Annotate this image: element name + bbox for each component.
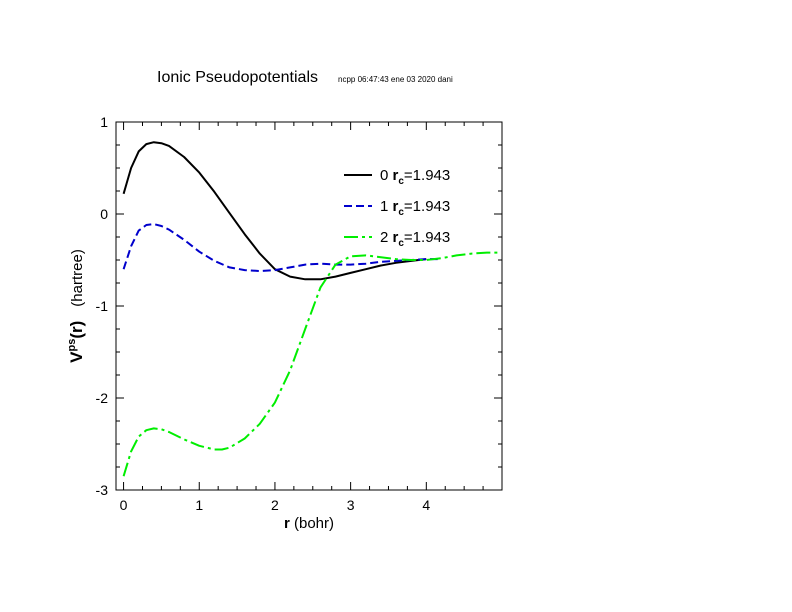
legend-label-0: 0 rc=1.943 — [380, 167, 450, 187]
x-axis-label: r (bohr) — [284, 515, 334, 532]
y-tick-label: -3 — [96, 482, 109, 498]
legend-label-1: 1 rc=1.943 — [380, 198, 450, 218]
x-tick-label: 4 — [422, 497, 430, 513]
legend: 0 rc=1.943 1 rc=1.943 2 rc=1.943 — [344, 167, 450, 249]
series-0-line — [122, 141, 427, 281]
chart-subtitle: ncpp 06:47:43 ene 03 2020 dani — [338, 75, 453, 84]
x-tick-label: 0 — [120, 497, 128, 513]
y-axis-label: Vps(r)(hartree) — [66, 249, 86, 363]
chart-title: Ionic Pseudopotentials — [157, 69, 318, 86]
x-tick-label: 3 — [347, 497, 355, 513]
tick-labels: 0 1 2 3 4 1 0 -1 -2 -3 — [96, 114, 431, 513]
y-tick-label: 1 — [100, 114, 108, 130]
y-tick-label: -1 — [96, 298, 109, 314]
y-tick-label: -2 — [96, 390, 109, 406]
y-tick-label: 0 — [100, 206, 108, 222]
x-tick-label: 2 — [271, 497, 279, 513]
legend-label-2: 2 rc=1.943 — [380, 229, 450, 249]
tick-marks — [116, 121, 503, 491]
series-2-line — [122, 251, 499, 477]
x-tick-label: 1 — [195, 497, 203, 513]
curves — [122, 141, 499, 477]
